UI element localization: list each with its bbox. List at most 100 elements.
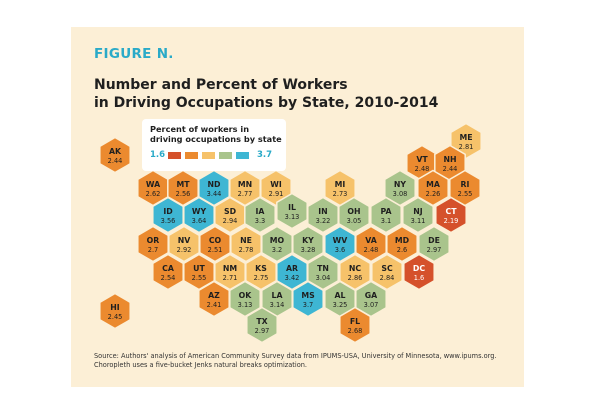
state-value-label: 2.19 (444, 217, 459, 225)
state-hex-il: IL3.13 (276, 192, 308, 230)
state-abbr-label: ME (459, 133, 472, 142)
state-hex-dc: DC1.6 (403, 253, 435, 291)
state-hex-ga: GA3.07 (355, 280, 387, 318)
state-hex-shape (229, 280, 261, 318)
state-hex-shape (246, 306, 278, 344)
figure-title: Number and Percent of Workers in Driving… (94, 76, 514, 112)
state-hex-shape (99, 292, 131, 330)
state-abbr-label: GA (365, 291, 377, 300)
state-hex-tx: TX2.97 (246, 306, 278, 344)
state-value-label: 2.97 (255, 327, 270, 335)
state-value-label: 3.13 (285, 213, 300, 221)
state-value-label: 3.25 (333, 301, 348, 309)
state-value-label: 3.1 (381, 217, 392, 225)
state-value-label: 2.48 (415, 165, 430, 173)
state-hex-wi: WI2.91 (260, 169, 292, 207)
state-hex-shape (260, 169, 292, 207)
state-abbr-label: OH (347, 207, 360, 216)
state-abbr-label: VT (416, 155, 428, 164)
state-hex-ky: KY3.28 (292, 225, 324, 263)
state-value-label: 2.68 (348, 327, 363, 335)
state-abbr-label: NC (349, 264, 362, 273)
state-abbr-label: LA (271, 291, 282, 300)
state-hex-shape (402, 196, 434, 234)
state-value-label: 3.22 (316, 217, 331, 225)
state-hex-shape (370, 196, 402, 234)
state-value-label: 3.64 (192, 217, 207, 225)
state-hex-fl: FL2.68 (339, 306, 371, 344)
state-hex-shape (355, 280, 387, 318)
state-hex-ak: AK2.44 (99, 136, 131, 174)
state-abbr-label: ND (208, 180, 222, 189)
state-abbr-label: IL (288, 203, 296, 212)
state-value-label: 2.55 (192, 274, 207, 282)
state-value-label: 2.62 (146, 190, 161, 198)
state-hex-ri: RI2.55 (449, 169, 481, 207)
state-abbr-label: CA (162, 264, 174, 273)
state-value-label: 3.08 (393, 190, 408, 198)
state-abbr-label: IA (256, 207, 265, 216)
state-abbr-label: NM (223, 264, 238, 273)
state-abbr-label: MT (176, 180, 190, 189)
state-hex-shape (371, 253, 403, 291)
state-abbr-label: DC (413, 264, 425, 273)
state-value-label: 2.44 (443, 165, 458, 173)
figure-title-line: Number and Percent of Workers (94, 77, 348, 93)
legend-title-line: Percent of workers in (150, 124, 250, 134)
state-abbr-label: CT (445, 207, 457, 216)
state-abbr-label: DE (428, 236, 440, 245)
legend-swatch (168, 152, 181, 159)
state-abbr-label: MS (301, 291, 315, 300)
state-abbr-label: WI (270, 180, 282, 189)
state-value-label: 2.6 (397, 246, 408, 254)
state-hex-hi: HI2.45 (99, 292, 131, 330)
state-hex-shape (292, 280, 324, 318)
state-hex-shape (403, 253, 435, 291)
state-abbr-label: MN (238, 180, 252, 189)
state-abbr-label: NY (394, 180, 407, 189)
state-hex-shape (338, 196, 370, 234)
state-abbr-label: FL (350, 317, 360, 326)
state-value-label: 3.2 (272, 246, 283, 254)
state-abbr-label: UT (193, 264, 205, 273)
state-value-label: 3.05 (347, 217, 362, 225)
state-hex-ct: CT2.19 (435, 196, 467, 234)
state-hex-va: VA2.48 (355, 225, 387, 263)
state-value-label: 1.6 (414, 274, 425, 282)
state-abbr-label: MD (395, 236, 410, 245)
figure-title-line: in Driving Occupations by State, 2010-20… (94, 95, 439, 111)
state-abbr-label: NV (178, 236, 191, 245)
state-value-label: 3.6 (335, 246, 346, 254)
legend-swatch (219, 152, 232, 159)
state-value-label: 2.71 (223, 274, 238, 282)
state-value-label: 2.97 (427, 246, 442, 254)
state-abbr-label: RI (461, 180, 470, 189)
state-hex-in: IN3.22 (307, 196, 339, 234)
state-hex-ia: IA3.3 (244, 196, 276, 234)
state-abbr-label: VA (365, 236, 377, 245)
state-abbr-label: NJ (413, 207, 423, 216)
state-value-label: 3.56 (161, 217, 176, 225)
legend-swatch (185, 152, 198, 159)
state-hex-shape (292, 225, 324, 263)
state-value-label: 3.44 (207, 190, 222, 198)
state-abbr-label: AR (286, 264, 298, 273)
state-abbr-label: SD (224, 207, 237, 216)
state-hex-shape (418, 225, 450, 263)
state-value-label: 3.07 (364, 301, 379, 309)
state-value-label: 2.48 (364, 246, 379, 254)
source-note-line: Source: Authors' analysis of American Co… (94, 352, 497, 360)
state-abbr-label: WY (192, 207, 207, 216)
state-value-label: 2.73 (333, 190, 348, 198)
state-abbr-label: NE (240, 236, 252, 245)
state-abbr-label: MI (335, 180, 346, 189)
state-value-label: 3.42 (285, 274, 300, 282)
state-value-label: 2.54 (161, 274, 176, 282)
state-abbr-label: AZ (208, 291, 220, 300)
state-value-label: 2.7 (148, 246, 159, 254)
legend-min-label: 1.6 (150, 150, 166, 160)
state-abbr-label: CO (209, 236, 222, 245)
state-abbr-label: AK (109, 147, 122, 156)
state-value-label: 2.84 (380, 274, 395, 282)
state-hex-ok: OK3.13 (229, 280, 261, 318)
